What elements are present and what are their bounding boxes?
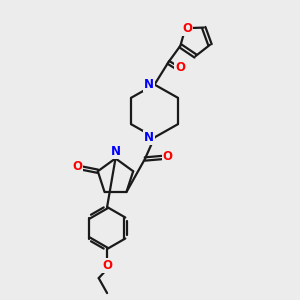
Text: O: O [175, 61, 185, 74]
Text: O: O [163, 149, 173, 163]
Text: O: O [102, 259, 112, 272]
Text: O: O [182, 22, 192, 35]
Text: N: N [144, 131, 154, 144]
Text: N: N [110, 145, 121, 158]
Text: N: N [144, 78, 154, 91]
Text: O: O [72, 160, 82, 173]
